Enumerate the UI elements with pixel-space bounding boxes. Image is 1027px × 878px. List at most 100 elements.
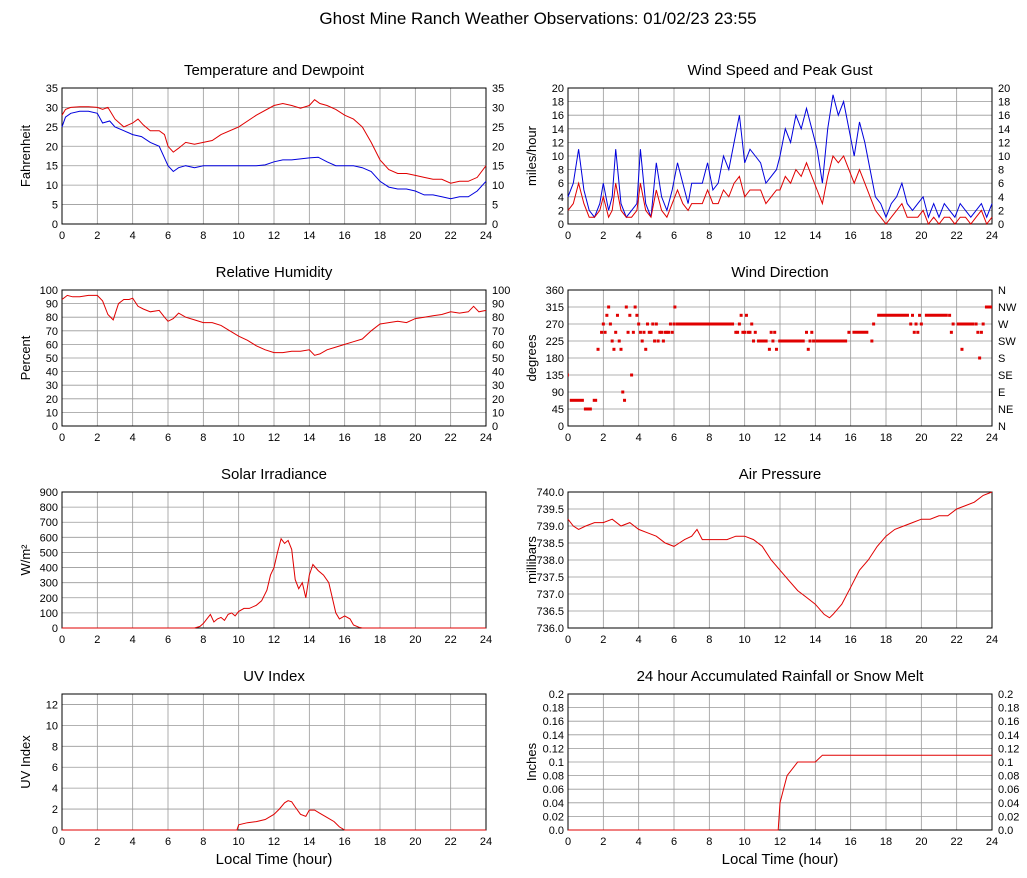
- winddir-x-tick: 6: [671, 432, 677, 444]
- pressure-y-tick: 738.0: [536, 555, 564, 567]
- rain-right-tick: 0.06: [998, 784, 1019, 796]
- wind-ylabel: miles/hour: [524, 125, 539, 186]
- pressure-x-tick: 24: [986, 634, 998, 646]
- uv-y-tick: 12: [46, 699, 58, 711]
- winddir-point: [644, 347, 648, 351]
- solar-y-tick: 0: [52, 623, 58, 635]
- winddir-x-tick: 4: [636, 432, 642, 444]
- winddir-right-tick: S: [998, 353, 1005, 365]
- rh-right-tick: 30: [492, 380, 504, 392]
- pressure-x-tick: 18: [880, 634, 892, 646]
- solar-y-tick: 600: [40, 532, 58, 544]
- solar-x-tick: 14: [303, 634, 315, 646]
- rain-x-tick: 8: [706, 836, 712, 848]
- winddir-point: [872, 322, 876, 326]
- winddir-point: [649, 330, 653, 334]
- wind-x-tick: 24: [986, 230, 998, 242]
- winddir-point: [909, 322, 913, 326]
- temp-y-tick: 5: [52, 200, 58, 212]
- winddir-y-tick: 0: [558, 421, 564, 433]
- wind-y-tick: 4: [558, 192, 564, 204]
- winddir-x-tick: 24: [986, 432, 998, 444]
- rain-y-tick: 0.14: [543, 730, 564, 742]
- rh-x-tick: 2: [94, 432, 100, 444]
- rh-y-tick: 0: [52, 421, 58, 433]
- rh-y-tick: 70: [46, 326, 58, 338]
- rh-ylabel: Percent: [18, 335, 33, 380]
- winddir-point: [916, 330, 920, 334]
- winddir-point: [596, 347, 600, 351]
- wind-right-tick: 0: [998, 219, 1004, 231]
- rh-right-tick: 20: [492, 394, 504, 406]
- pressure-title: Air Pressure: [739, 466, 822, 483]
- temp-y-tick: 20: [46, 141, 58, 153]
- winddir-point: [607, 305, 611, 309]
- winddir-point: [619, 347, 623, 351]
- winddir-right-tick: SW: [998, 336, 1016, 348]
- rh-x-tick: 10: [233, 432, 245, 444]
- rain-x-tick: 2: [600, 836, 606, 848]
- uv-xlabel: Local Time (hour): [216, 851, 333, 868]
- rain-right-tick: 0.04: [998, 798, 1019, 810]
- winddir-point: [626, 330, 630, 334]
- winddir-point: [734, 330, 738, 334]
- rain-y-tick: 0.04: [543, 798, 564, 810]
- rain-right-tick: 0.0: [998, 825, 1013, 837]
- winddir-point: [750, 322, 754, 326]
- temp-y-tick: 0: [52, 219, 58, 231]
- winddir-point: [919, 322, 923, 326]
- winddir-point: [654, 322, 658, 326]
- rh-x-tick: 14: [303, 432, 315, 444]
- rh-y-tick: 80: [46, 312, 58, 324]
- winddir-point: [847, 330, 851, 334]
- rh-x-tick: 24: [480, 432, 492, 444]
- rain-x-tick: 18: [880, 836, 892, 848]
- pressure-x-tick: 2: [600, 634, 606, 646]
- winddir-point: [605, 313, 609, 317]
- pressure-frame: [567, 491, 993, 629]
- page-title: Ghost Mine Ranch Weather Observations: 0…: [319, 9, 756, 28]
- winddir-point: [603, 330, 607, 334]
- winddir-y-tick: 225: [546, 336, 564, 348]
- solar-x-tick: 6: [165, 634, 171, 646]
- rain-x-tick: 14: [809, 836, 821, 848]
- pressure-y-tick: 736.5: [536, 606, 564, 618]
- rh-frame: [61, 289, 487, 427]
- winddir-point: [667, 330, 671, 334]
- winddir-x-tick: 2: [600, 432, 606, 444]
- pressure-x-tick: 14: [809, 634, 821, 646]
- temp-x-tick: 10: [233, 230, 245, 242]
- rh-x-tick: 8: [200, 432, 206, 444]
- winddir-point: [642, 330, 646, 334]
- pressure-y-tick: 736.0: [536, 623, 564, 635]
- solar-y-tick: 900: [40, 487, 58, 499]
- winddir-right-tick: N: [998, 421, 1006, 433]
- temp-y-tick: 15: [46, 161, 58, 173]
- rh-x-tick: 16: [339, 432, 351, 444]
- winddir-point: [753, 330, 757, 334]
- winddir-point: [623, 398, 627, 402]
- solar-x-tick: 8: [200, 634, 206, 646]
- uv-x-tick: 22: [445, 836, 457, 848]
- winddir-point: [978, 356, 982, 360]
- solar-x-tick: 12: [268, 634, 280, 646]
- pressure-y-tick: 737.0: [536, 589, 564, 601]
- temp-right-tick: 10: [492, 180, 504, 192]
- winddir-x-tick: 12: [774, 432, 786, 444]
- winddir-x-tick: 16: [845, 432, 857, 444]
- pressure-ylabel: millibars: [524, 536, 539, 584]
- rh-right-tick: 40: [492, 367, 504, 379]
- wind-right-tick: 16: [998, 110, 1010, 122]
- pressure-x-tick: 12: [774, 634, 786, 646]
- winddir-point: [601, 322, 605, 326]
- rh-x-tick: 18: [374, 432, 386, 444]
- solar-x-tick: 10: [233, 634, 245, 646]
- uv-ylabel: UV Index: [18, 735, 33, 789]
- rain-y-tick: 0.1: [549, 757, 564, 769]
- rain-right-tick: 0.12: [998, 743, 1019, 755]
- winddir-right-tick: E: [998, 387, 1005, 399]
- uv-y-tick: 4: [52, 783, 58, 795]
- solar-x-tick: 2: [94, 634, 100, 646]
